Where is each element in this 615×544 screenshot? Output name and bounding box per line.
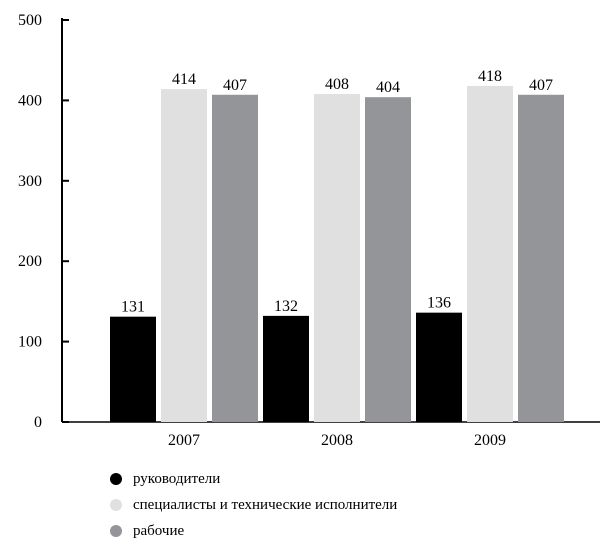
legend-item-specialisty: специалисты и технические исполнители (110, 492, 397, 518)
bar (212, 94, 258, 422)
bar (467, 85, 513, 422)
x-category-label: 2009 (474, 432, 506, 449)
bar-value-label: 404 (376, 79, 400, 96)
bar-value-label: 132 (274, 298, 298, 315)
legend-label: специалисты и технические исполнители (133, 496, 398, 513)
chart-bars (110, 85, 564, 423)
y-tick-label: 100 (18, 334, 42, 351)
y-tick-label: 200 (18, 253, 42, 270)
legend-label: руководители (133, 470, 221, 487)
legend-item-rabochie: рабочие (110, 518, 397, 544)
y-tick-label: 500 (18, 12, 42, 29)
bar-value-label: 407 (223, 77, 247, 94)
legend-label: рабочие (133, 522, 185, 539)
legend-marker-icon (110, 525, 122, 537)
x-category-label: 2007 (168, 432, 200, 449)
bar (110, 316, 156, 422)
bar-value-label: 408 (325, 76, 349, 93)
bar (161, 89, 207, 423)
bar-value-label: 131 (121, 299, 145, 316)
x-category-label: 2008 (321, 432, 353, 449)
bar (416, 312, 462, 422)
chart-labels: 131 414 407 2007 132 408 404 2008 136 418 407 2009 (121, 68, 553, 449)
bar (518, 94, 564, 422)
bar-value-label: 414 (172, 71, 196, 88)
y-tick-label: 400 (18, 92, 42, 109)
legend-marker-icon (110, 499, 122, 511)
bar-value-label: 407 (529, 77, 553, 94)
legend: руководители специалисты и технические и… (110, 466, 397, 544)
legend-marker-icon (110, 473, 122, 485)
y-tick-label: 300 (18, 173, 42, 190)
legend-item-rukovoditeli: руководители (110, 466, 397, 492)
y-tick-label: 0 (34, 414, 42, 431)
bar-value-label: 136 (427, 295, 451, 312)
bar (263, 315, 309, 422)
bar (314, 93, 360, 422)
bar-value-label: 418 (478, 68, 502, 85)
bar (365, 97, 411, 423)
